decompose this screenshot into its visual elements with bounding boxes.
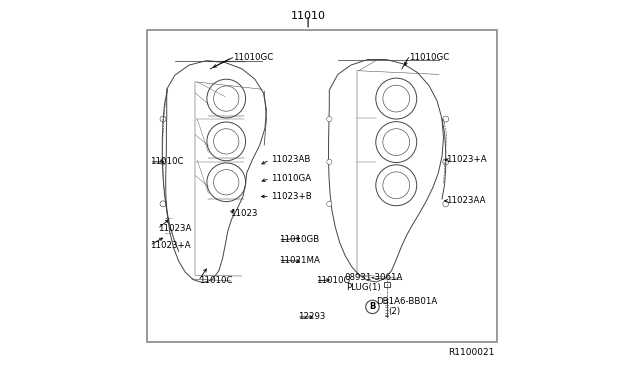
Bar: [383, 282, 390, 287]
Text: 11010C: 11010C: [150, 157, 184, 166]
Text: 11023+B: 11023+B: [271, 192, 311, 201]
Text: 11023A: 11023A: [158, 224, 191, 233]
Text: 11010: 11010: [291, 11, 326, 20]
Circle shape: [443, 201, 449, 207]
Text: 11023+A: 11023+A: [447, 155, 487, 164]
Circle shape: [443, 116, 449, 122]
Circle shape: [326, 116, 332, 122]
Bar: [147, 30, 497, 342]
Text: 11010G: 11010G: [316, 276, 351, 285]
Circle shape: [443, 159, 449, 165]
Text: 11010GC: 11010GC: [408, 53, 449, 62]
Text: R1100021: R1100021: [448, 348, 494, 357]
Text: (2): (2): [388, 307, 400, 316]
Text: 11010GC: 11010GC: [232, 53, 273, 62]
Text: 08931-3061A: 08931-3061A: [344, 273, 403, 282]
Text: 11010GA: 11010GA: [271, 174, 310, 183]
Circle shape: [326, 159, 332, 164]
Circle shape: [326, 201, 332, 206]
Circle shape: [160, 159, 166, 165]
Text: 11023: 11023: [230, 209, 257, 218]
Text: DB1A6-BB01A: DB1A6-BB01A: [376, 297, 437, 306]
Circle shape: [160, 201, 166, 207]
Text: B: B: [369, 302, 376, 311]
Text: 11023AB: 11023AB: [271, 155, 310, 164]
Text: 11010C: 11010C: [199, 276, 232, 285]
Text: 11021MA: 11021MA: [279, 256, 320, 265]
Circle shape: [160, 116, 166, 122]
Text: 11023+A: 11023+A: [150, 241, 191, 250]
Text: 11010GB: 11010GB: [279, 235, 319, 244]
Text: PLUG(1): PLUG(1): [346, 283, 381, 292]
Text: 12293: 12293: [298, 312, 325, 321]
Text: 11023AA: 11023AA: [447, 196, 486, 205]
